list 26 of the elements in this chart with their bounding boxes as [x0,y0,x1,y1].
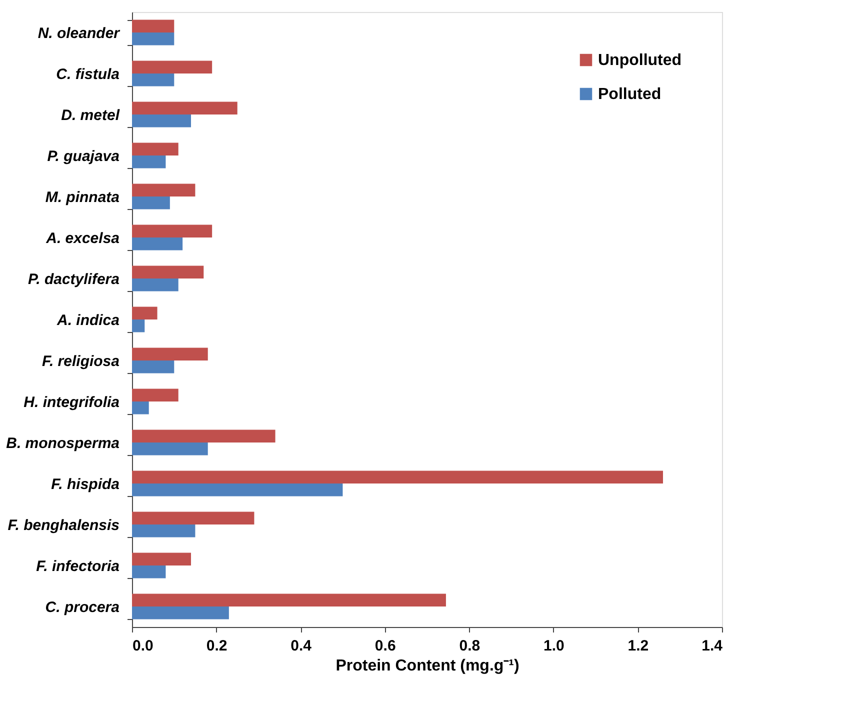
x-tick-label: 0.2 [206,638,228,654]
y-tick-label: H. integrifolia [24,394,120,411]
y-tick-label: F. religiosa [42,353,120,370]
x-tick-label: 1.4 [702,638,724,654]
legend-label: Polluted [598,86,662,103]
x-tick-label: 0.8 [459,638,480,654]
legend-label: Unpolluted [598,52,682,69]
y-tick-label: M. pinnata [45,189,120,206]
y-tick-label: C. procera [45,599,120,616]
y-tick-label: F. infectoria [36,558,120,575]
y-tick-label: C. fistula [56,66,120,83]
x-tick-label: 1.0 [544,638,564,654]
y-tick-label: P. guajava [47,148,120,165]
y-tick-label: D. metel [61,107,120,124]
y-tick-label: B. monosperma [6,435,120,452]
y-tick-label: N. oleander [38,25,121,42]
x-tick-label: 1.2 [628,638,649,654]
y-tick-label: A. indica [56,312,120,329]
x-axis-title: Protein Content (mg.g⁻¹) [336,658,520,674]
x-tick-label: 0.6 [374,638,396,654]
y-tick-label: F. benghalensis [8,517,120,534]
x-tick-label: 0.4 [290,638,312,654]
y-tick-label: A. excelsa [45,230,120,247]
y-tick-label: P. dactylifera [28,271,120,288]
x-tick-label: 0.0 [132,638,154,654]
y-tick-label: F. hispida [51,476,120,493]
